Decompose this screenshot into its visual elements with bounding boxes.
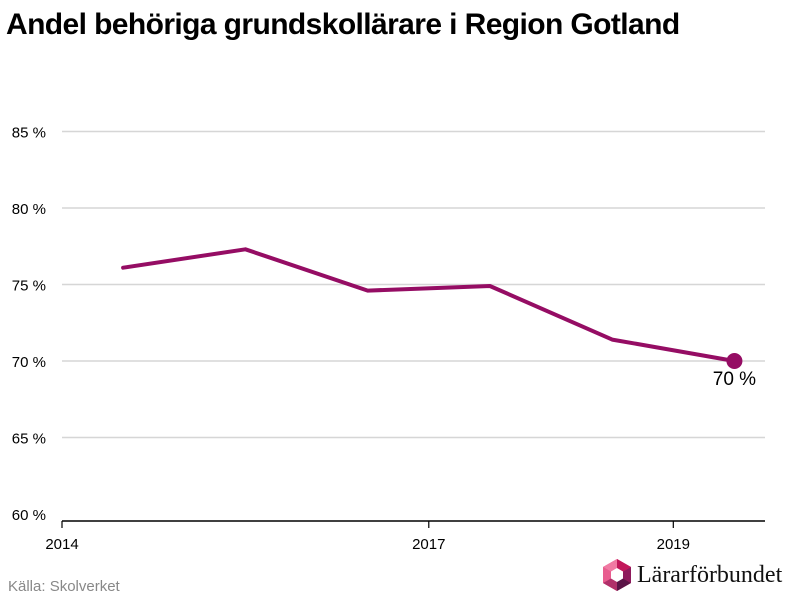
- data-line: [121, 247, 737, 363]
- gridlines: [62, 130, 765, 439]
- source-note: Källa: Skolverket: [8, 578, 120, 595]
- y-tick-label: 75 %: [12, 278, 46, 295]
- brand-name: Lärarförbundet: [637, 561, 783, 588]
- line-chart: 60 % 65 % 70 % 75 % 80 % 85 % 2014 2017 2019 70…: [12, 125, 765, 553]
- annotations: 70 %: [713, 353, 756, 390]
- x-tick-label: 2014: [45, 536, 78, 553]
- y-tick-label: 60 %: [12, 507, 46, 524]
- y-tick-label: 85 %: [12, 125, 46, 142]
- x-axis: 2014 2017 2019: [45, 520, 765, 553]
- x-tick-label: 2017: [412, 536, 445, 553]
- y-tick-label: 80 %: [12, 201, 46, 218]
- y-tick-label: 65 %: [12, 431, 46, 448]
- lararforbundet-hexagon-logo-icon: [603, 559, 631, 591]
- last-data-point: [726, 353, 743, 369]
- chart-title: Andel behöriga grundskollärare i Region …: [6, 8, 680, 41]
- x-tick-label: 2019: [657, 536, 690, 553]
- brand-logo: Lärarförbundet: [601, 557, 782, 593]
- y-axis-tick-labels: 60 % 65 % 70 % 75 % 80 % 85 %: [12, 125, 46, 525]
- series-line: [121, 247, 737, 363]
- y-tick-label: 70 %: [12, 354, 46, 371]
- data-label: 70 %: [713, 369, 756, 390]
